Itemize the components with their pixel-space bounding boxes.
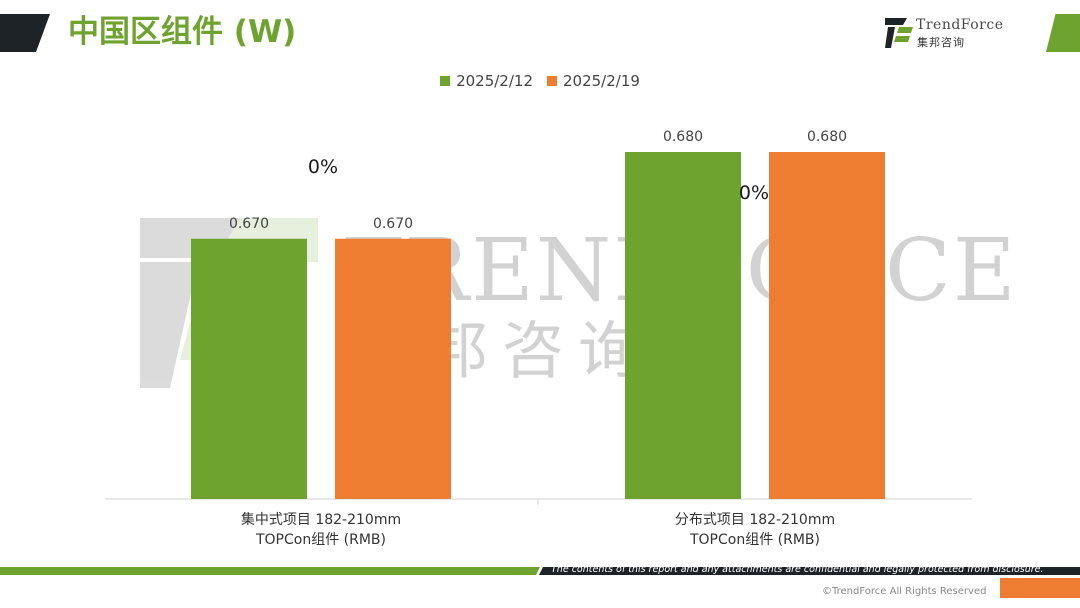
footer-disclaimer: The contents of this report and any atta… — [551, 564, 1044, 575]
data-label-2-series-2: 0.680 — [807, 129, 847, 145]
bar-2-series-1 — [625, 152, 741, 499]
legend-item-series-2: 2025/2/19 — [547, 72, 640, 90]
category-label-1-line-2: TOPCon组件 (RMB) — [255, 532, 386, 548]
category-label-1-line-1: 集中式项目 182-210mm — [241, 511, 401, 528]
bar-2-series-2 — [769, 152, 885, 499]
legend-swatch-series-2 — [547, 76, 557, 86]
legend-label-series-1: 2025/2/12 — [456, 72, 533, 90]
legend-item-series-1: 2025/2/12 — [440, 72, 533, 90]
logo-text: TrendForce — [916, 17, 1004, 33]
trendforce-logo: TrendForce 集邦咨询 — [885, 17, 1025, 50]
logo-mark-icon — [885, 18, 913, 48]
data-label-1-series-2: 0.670 — [373, 216, 413, 232]
bar-1-series-1 — [191, 238, 307, 499]
data-label-2-series-1: 0.680 — [663, 129, 703, 145]
bar-1-series-2 — [335, 238, 451, 499]
data-label-1-series-1: 0.670 — [229, 216, 269, 232]
logo-subtext: 集邦咨询 — [917, 36, 965, 49]
legend-label-series-2: 2025/2/19 — [563, 72, 640, 90]
footer-band — [0, 567, 1080, 575]
copyright-text: ©TrendForce All Rights Reserved — [822, 586, 987, 597]
category-label-2-line-1: 分布式项目 182-210mm — [675, 512, 835, 528]
legend-swatch-series-1 — [440, 76, 451, 86]
chart-legend: 2025/2/12 2025/2/19 — [0, 72, 1080, 90]
change-label-1: 0% — [308, 156, 338, 178]
footer-accent-block — [1000, 578, 1080, 598]
page-title: 中国区组件 (W) — [68, 14, 297, 50]
change-label-2: 0% — [739, 182, 769, 204]
category-label-2-line-2: TOPCon组件 (RMB) — [689, 532, 820, 548]
